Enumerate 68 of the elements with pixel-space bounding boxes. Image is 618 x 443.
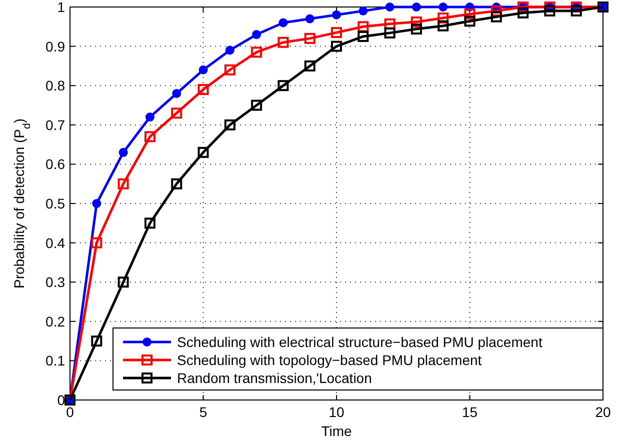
x-tick-label: 10 xyxy=(328,404,344,420)
point xyxy=(304,32,316,44)
point xyxy=(410,24,422,35)
point xyxy=(278,80,289,92)
point xyxy=(198,84,209,96)
y-tick-label: 0.3 xyxy=(46,274,66,290)
y-tick-label: 0 xyxy=(57,392,66,408)
point xyxy=(118,148,128,157)
point xyxy=(251,46,262,58)
point xyxy=(438,12,449,24)
point xyxy=(464,16,476,27)
point xyxy=(171,108,182,119)
x-tick-label: 20 xyxy=(595,404,611,420)
point xyxy=(91,336,102,347)
point xyxy=(225,46,234,55)
point xyxy=(145,112,154,122)
point xyxy=(224,119,236,130)
y-tick-label: 0.5 xyxy=(46,196,66,212)
y-tick-label: 0.4 xyxy=(46,234,66,251)
point xyxy=(331,40,342,52)
point xyxy=(252,30,262,40)
y-tick-label: 0.9 xyxy=(46,38,66,54)
point xyxy=(198,65,208,74)
point xyxy=(464,8,476,20)
point xyxy=(251,100,262,111)
point xyxy=(224,64,236,76)
y-tick-label: 0.2 xyxy=(46,313,66,330)
point xyxy=(278,36,289,48)
point xyxy=(304,60,316,72)
point xyxy=(358,30,369,42)
point xyxy=(544,5,556,16)
legend-label: Scheduling with topology−based PMU placement xyxy=(177,352,482,368)
point xyxy=(144,218,156,229)
point xyxy=(384,18,396,30)
point xyxy=(410,16,422,28)
x-tick-label: 5 xyxy=(199,404,208,420)
point xyxy=(118,178,129,190)
legend-label: Random transmission,'Location xyxy=(177,370,372,386)
point xyxy=(144,131,156,142)
point xyxy=(172,88,182,98)
point xyxy=(490,5,502,16)
point xyxy=(570,5,582,16)
point xyxy=(384,27,396,38)
point xyxy=(331,27,342,38)
point xyxy=(171,178,182,190)
point xyxy=(385,2,394,12)
y-tick-label: 0.7 xyxy=(46,116,66,133)
point xyxy=(412,2,421,12)
point xyxy=(91,237,102,248)
point xyxy=(278,18,288,28)
point xyxy=(118,276,129,288)
point xyxy=(332,10,341,20)
y-tick-label: 0.8 xyxy=(46,78,66,94)
x-axis-title: Time xyxy=(321,423,352,439)
point xyxy=(358,6,368,16)
point xyxy=(92,199,102,208)
y-tick-label: 1 xyxy=(57,0,66,15)
point xyxy=(518,7,529,18)
point xyxy=(438,2,448,12)
point xyxy=(305,14,314,24)
point xyxy=(490,11,502,22)
legend-label: Scheduling with electrical structure−based PMU placement xyxy=(177,334,542,350)
point xyxy=(358,21,369,32)
x-tick-label: 15 xyxy=(462,404,478,420)
y-tick-label: 0.6 xyxy=(46,156,66,172)
y-tick-label: 0.1 xyxy=(46,352,66,369)
point xyxy=(198,146,209,158)
point xyxy=(438,20,449,32)
